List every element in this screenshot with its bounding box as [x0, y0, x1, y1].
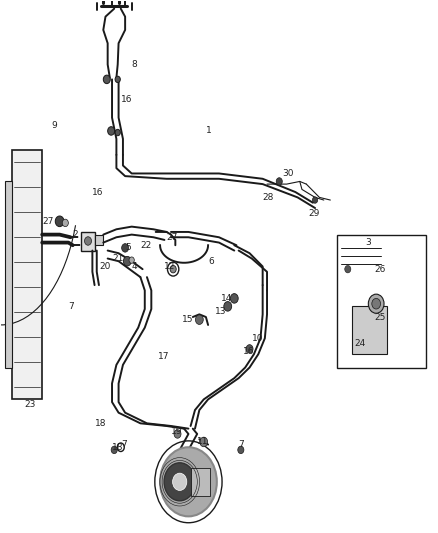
Circle shape — [160, 447, 217, 516]
Circle shape — [368, 294, 384, 313]
Text: 12: 12 — [164, 262, 176, 271]
Circle shape — [174, 430, 181, 438]
Text: 25: 25 — [374, 312, 385, 321]
Text: 24: 24 — [354, 339, 366, 348]
Text: 17: 17 — [158, 352, 170, 361]
Circle shape — [164, 463, 195, 501]
Circle shape — [108, 127, 115, 135]
Circle shape — [55, 216, 64, 227]
Text: 9: 9 — [51, 121, 57, 130]
Text: 22: 22 — [141, 241, 152, 250]
Bar — [81, 232, 95, 251]
Text: 11: 11 — [197, 438, 208, 447]
Circle shape — [238, 446, 244, 454]
Text: 16: 16 — [243, 347, 254, 356]
Text: 5: 5 — [125, 244, 131, 253]
Text: 16: 16 — [92, 188, 104, 197]
Circle shape — [276, 177, 283, 185]
Circle shape — [111, 446, 117, 454]
Circle shape — [129, 257, 134, 263]
Text: 27: 27 — [42, 217, 53, 226]
Text: 21: 21 — [112, 254, 124, 263]
Bar — [352, 306, 387, 354]
Circle shape — [246, 345, 253, 353]
Circle shape — [173, 473, 187, 490]
Text: 18: 18 — [95, 419, 106, 428]
Text: 14: 14 — [221, 294, 233, 303]
Bar — [95, 235, 103, 245]
Text: 28: 28 — [263, 193, 274, 202]
Text: 7: 7 — [68, 302, 74, 311]
Circle shape — [122, 244, 129, 252]
Circle shape — [230, 294, 238, 303]
Text: 2: 2 — [73, 230, 78, 239]
Circle shape — [195, 315, 203, 325]
Text: 8: 8 — [132, 60, 138, 69]
Circle shape — [115, 130, 120, 136]
Circle shape — [124, 256, 131, 266]
Text: 6: 6 — [208, 257, 214, 265]
Text: 10: 10 — [252, 334, 263, 343]
Circle shape — [62, 219, 68, 227]
Circle shape — [224, 302, 232, 311]
Circle shape — [200, 437, 208, 447]
Circle shape — [117, 443, 124, 451]
Circle shape — [85, 237, 92, 245]
Text: 4: 4 — [132, 262, 137, 271]
Circle shape — [167, 262, 179, 276]
Text: 13: 13 — [215, 307, 226, 316]
Text: 18: 18 — [112, 443, 124, 452]
Text: 7: 7 — [121, 440, 127, 449]
Circle shape — [345, 265, 351, 273]
Bar — [5, 181, 12, 368]
Circle shape — [103, 75, 110, 84]
Text: 1: 1 — [206, 126, 212, 135]
Text: 27: 27 — [166, 233, 178, 242]
Bar — [12, 150, 42, 399]
Circle shape — [170, 265, 176, 273]
Text: 29: 29 — [308, 209, 320, 218]
Bar — [191, 468, 211, 496]
Text: 7: 7 — [239, 440, 244, 449]
Text: 23: 23 — [25, 400, 36, 409]
Circle shape — [372, 298, 381, 309]
Text: 15: 15 — [182, 315, 194, 324]
Text: 16: 16 — [121, 94, 132, 103]
Bar — [337, 235, 426, 368]
Circle shape — [312, 197, 318, 203]
Text: 19: 19 — [171, 427, 183, 436]
Text: 20: 20 — [99, 262, 110, 271]
Text: 30: 30 — [283, 169, 294, 178]
Text: 26: 26 — [374, 265, 385, 273]
Circle shape — [115, 76, 120, 83]
Text: 3: 3 — [365, 238, 371, 247]
